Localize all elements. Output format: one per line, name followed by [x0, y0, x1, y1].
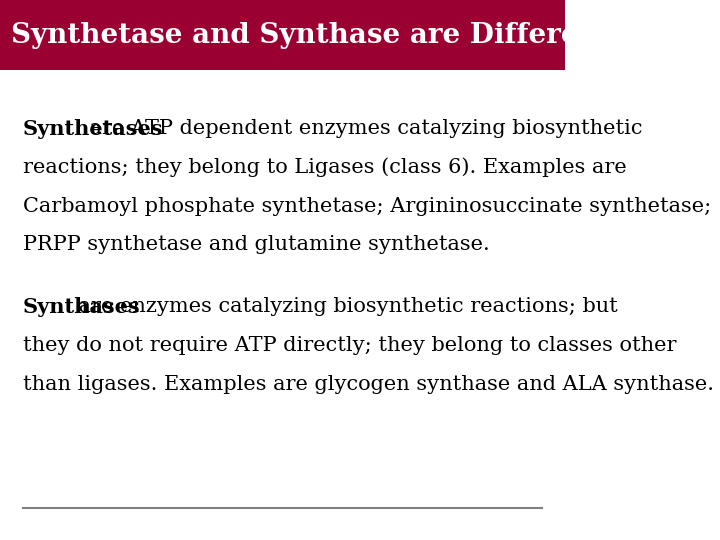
Text: are enzymes catalyzing biosynthetic reactions; but: are enzymes catalyzing biosynthetic reac…	[73, 297, 618, 316]
Text: Synthetases: Synthetases	[22, 119, 163, 139]
Text: than ligases. Examples are glycogen synthase and ALA synthase.: than ligases. Examples are glycogen synt…	[22, 375, 714, 394]
Text: reactions; they belong to Ligases (class 6). Examples are: reactions; they belong to Ligases (class…	[22, 158, 626, 177]
FancyBboxPatch shape	[0, 0, 564, 70]
Text: are ATP dependent enzymes catalyzing biosynthetic: are ATP dependent enzymes catalyzing bio…	[84, 119, 643, 138]
Text: PRPP synthetase and glutamine synthetase.: PRPP synthetase and glutamine synthetase…	[22, 235, 490, 254]
Text: Synthases: Synthases	[22, 297, 140, 317]
Text: Synthetase and Synthase are Different: Synthetase and Synthase are Different	[12, 22, 612, 49]
Text: they do not require ATP directly; they belong to classes other: they do not require ATP directly; they b…	[22, 336, 676, 355]
Text: Carbamoyl phosphate synthetase; Argininosuccinate synthetase;: Carbamoyl phosphate synthetase; Arginino…	[22, 197, 711, 215]
